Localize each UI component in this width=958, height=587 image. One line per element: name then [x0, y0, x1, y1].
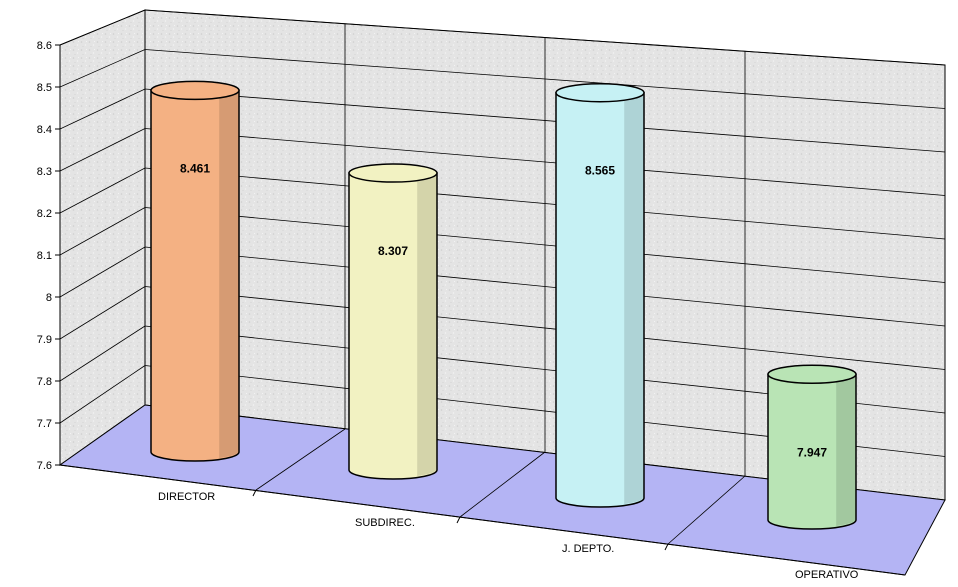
- category-label: SUBDIREC.: [355, 517, 415, 529]
- data-label: 8.461: [180, 161, 210, 175]
- category-label: J. DEPTO.: [562, 543, 614, 555]
- bar-body: [150, 89, 240, 462]
- gridline-side: [59, 49, 146, 88]
- data-label: 8.307: [378, 244, 408, 258]
- y-tick-label: 8.3: [37, 166, 52, 178]
- y-tick-label: 7.6: [37, 460, 52, 472]
- labels: 8.461 DIRECTOR 8.307 SUBDIREC. 8.565 J. DEPTO…: [158, 161, 859, 581]
- bar-top: [150, 80, 240, 101]
- gridline-side: [59, 365, 146, 424]
- bar-shade: [836, 374, 856, 526]
- gridline-side: [59, 88, 146, 130]
- y-tick-label: 7.8: [37, 376, 52, 388]
- gridlines: [59, 9, 946, 477]
- x-tick-mark: [252, 489, 257, 497]
- floor-divider: [459, 451, 546, 518]
- y-tick-label: 8.1: [37, 250, 52, 262]
- bar-body: [348, 172, 438, 480]
- gridline-side: [59, 167, 146, 214]
- gridline-side: [59, 128, 146, 172]
- x-tick-mark: [664, 543, 669, 551]
- bar: [555, 82, 645, 508]
- data-label: 8.565: [585, 164, 615, 178]
- bar-shade: [417, 173, 437, 476]
- bar: [348, 163, 438, 480]
- side-wall: [59, 9, 146, 466]
- x-axis: [59, 464, 906, 576]
- gridline-side: [59, 286, 146, 340]
- bar-body: [767, 373, 857, 530]
- floor-dividers: [255, 428, 746, 545]
- data-label: 7.947: [797, 445, 827, 459]
- y-axis: 7.6 7.7 7.8 7.9 8 8.1 8.2 8.3 8.4 8.5 8.6: [37, 40, 61, 472]
- y-tick-label: 7.7: [37, 418, 52, 430]
- x-axis-line: [59, 464, 906, 576]
- floor-divider: [667, 475, 746, 545]
- bar-shade: [624, 92, 644, 504]
- x-tick-mark: [456, 516, 461, 524]
- gridline-side: [59, 325, 146, 382]
- bar-top: [348, 163, 438, 183]
- gridline-side: [59, 207, 146, 256]
- y-tick-label: 8.2: [37, 208, 52, 220]
- y-tick-label: 8: [46, 292, 52, 304]
- y-tick-label: 8.4: [37, 124, 52, 136]
- category-label: DIRECTOR: [158, 491, 215, 503]
- y-tick-label: 7.9: [37, 334, 52, 346]
- gridline-side: [59, 246, 146, 298]
- y-tick-label: 8.6: [37, 40, 52, 52]
- category-label: OPERATIVO: [795, 569, 859, 581]
- bar-shade: [219, 90, 239, 458]
- bar: [150, 80, 240, 462]
- bar-top: [767, 364, 857, 385]
- bar-body: [555, 91, 645, 508]
- bar: [767, 364, 857, 530]
- gridline-side: [59, 9, 146, 46]
- floor-divider: [255, 428, 346, 491]
- y-tick-label: 8.5: [37, 82, 52, 94]
- bar-top: [555, 82, 645, 103]
- bars: [150, 80, 857, 530]
